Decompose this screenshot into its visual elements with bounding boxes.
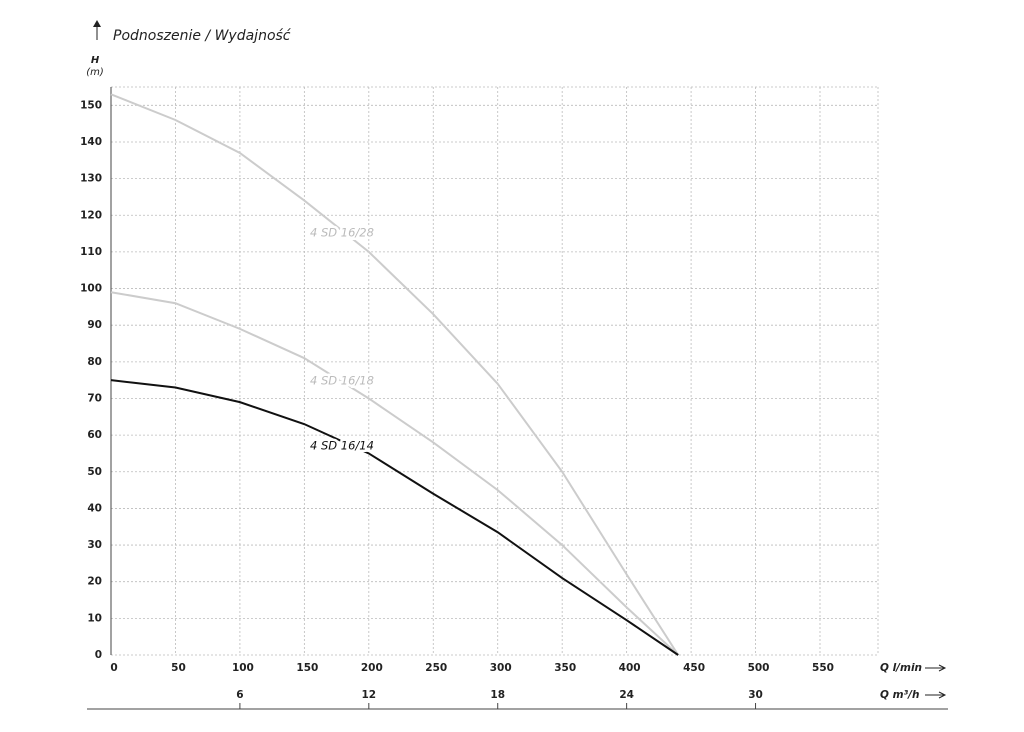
y-tick-label: 10 [87, 612, 102, 624]
x2-arrow [925, 691, 947, 699]
y-tick-label: 120 [80, 209, 102, 221]
x-tick-label: 50 [171, 662, 186, 674]
x-tick-label: 200 [361, 662, 383, 674]
y-arrow-head [93, 20, 101, 27]
x-tick-label: 400 [619, 662, 641, 674]
y-tick-label: 100 [80, 283, 102, 295]
y-tick-label: 20 [87, 576, 102, 588]
y-tick-label: 130 [80, 173, 102, 185]
x-tick-label: 100 [232, 662, 254, 674]
y-unit: (m) [86, 67, 104, 78]
y-tick-label: 80 [87, 356, 102, 368]
chart-title: Podnoszenie / Wydajność [113, 28, 292, 44]
x2-label: Q m³/h [880, 689, 919, 701]
x-tick-label: 450 [683, 662, 705, 674]
curve [110, 291, 679, 656]
x-tick-label: 0 [110, 662, 117, 674]
x-tick-label: 150 [296, 662, 318, 674]
x-tick-label: 300 [490, 662, 512, 674]
curve [110, 379, 679, 656]
y-label: H [91, 55, 100, 66]
y-tick-label: 30 [87, 539, 102, 551]
y-tick-label: 0 [95, 649, 102, 661]
y-tick-label: 50 [87, 466, 102, 478]
x-tick-label: 550 [812, 662, 834, 674]
x2-tick-label: 12 [362, 689, 377, 701]
y-tick-label: 70 [87, 392, 102, 404]
y-tick-label: 40 [87, 502, 102, 514]
curve-label: 4 SD 16/18 [310, 374, 374, 388]
curve-label: 4 SD 16/28 [310, 226, 374, 240]
y-tick-label: 150 [80, 99, 102, 111]
curve [110, 93, 680, 656]
x2-tick-label: 30 [748, 689, 763, 701]
x-tick-label: 500 [748, 662, 770, 674]
y-tick-label: 90 [87, 319, 102, 331]
y-tick-label: 140 [80, 136, 102, 148]
x2-tick-label: 24 [619, 689, 634, 701]
x2-tick-label: 18 [490, 689, 505, 701]
curve-label: 4 SD 16/14 [310, 439, 374, 453]
x-arrow [925, 664, 947, 672]
x2-tick-label: 6 [236, 689, 243, 701]
x-label: Q l/min [880, 662, 922, 674]
y-tick-label: 110 [80, 246, 102, 258]
y-tick-label: 60 [87, 429, 102, 441]
x-tick-label: 350 [554, 662, 576, 674]
x-tick-label: 250 [425, 662, 447, 674]
